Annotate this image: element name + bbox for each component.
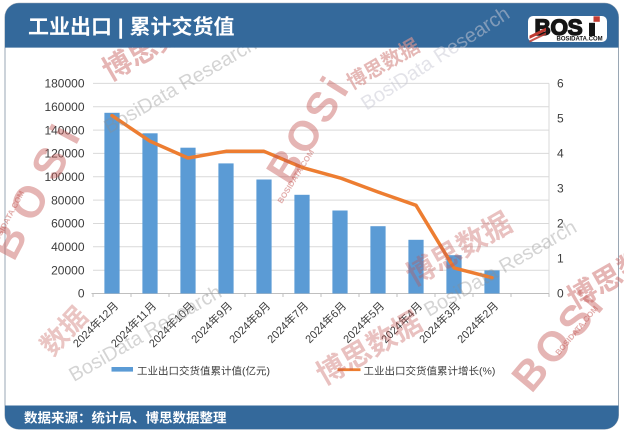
svg-text:40000: 40000 [51,240,85,254]
svg-text:160000: 160000 [44,100,84,114]
svg-text:1: 1 [557,252,564,266]
svg-text:0: 0 [78,287,85,301]
svg-text:60000: 60000 [51,217,85,231]
svg-text:3: 3 [557,182,564,196]
svg-text:4: 4 [557,147,564,161]
svg-text:(: ( [242,366,246,378]
svg-text:20000: 20000 [51,263,85,277]
svg-text:(%): (%) [479,366,495,378]
svg-text:180000: 180000 [44,77,84,91]
svg-text:): ) [267,366,271,378]
svg-text:|: | [118,16,124,39]
svg-text:120000: 120000 [44,147,84,161]
svg-text:5: 5 [557,112,564,126]
svg-text:BOS: BOS [535,15,583,40]
svg-text:0: 0 [557,287,564,301]
svg-text:80000: 80000 [51,193,85,207]
svg-text:6: 6 [557,77,564,91]
svg-text:100000: 100000 [44,170,84,184]
svg-text:2: 2 [557,217,564,231]
svg-text:140000: 140000 [44,123,84,137]
svg-text:BOSIDATA.COM: BOSIDATA.COM [557,36,603,42]
